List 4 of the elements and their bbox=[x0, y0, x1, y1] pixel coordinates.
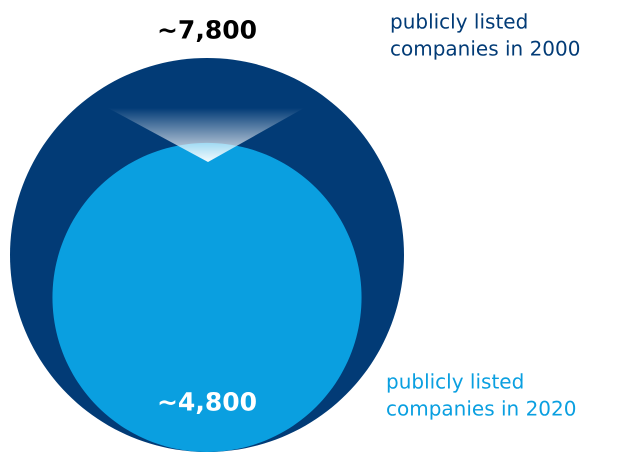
data-label: ~4,800 bbox=[156, 388, 258, 416]
category-label: publicly listed companies in 2000 bbox=[390, 10, 580, 60]
data-label: ~7,800 bbox=[156, 16, 258, 44]
category-label: publicly listed companies in 2020 bbox=[386, 370, 576, 420]
